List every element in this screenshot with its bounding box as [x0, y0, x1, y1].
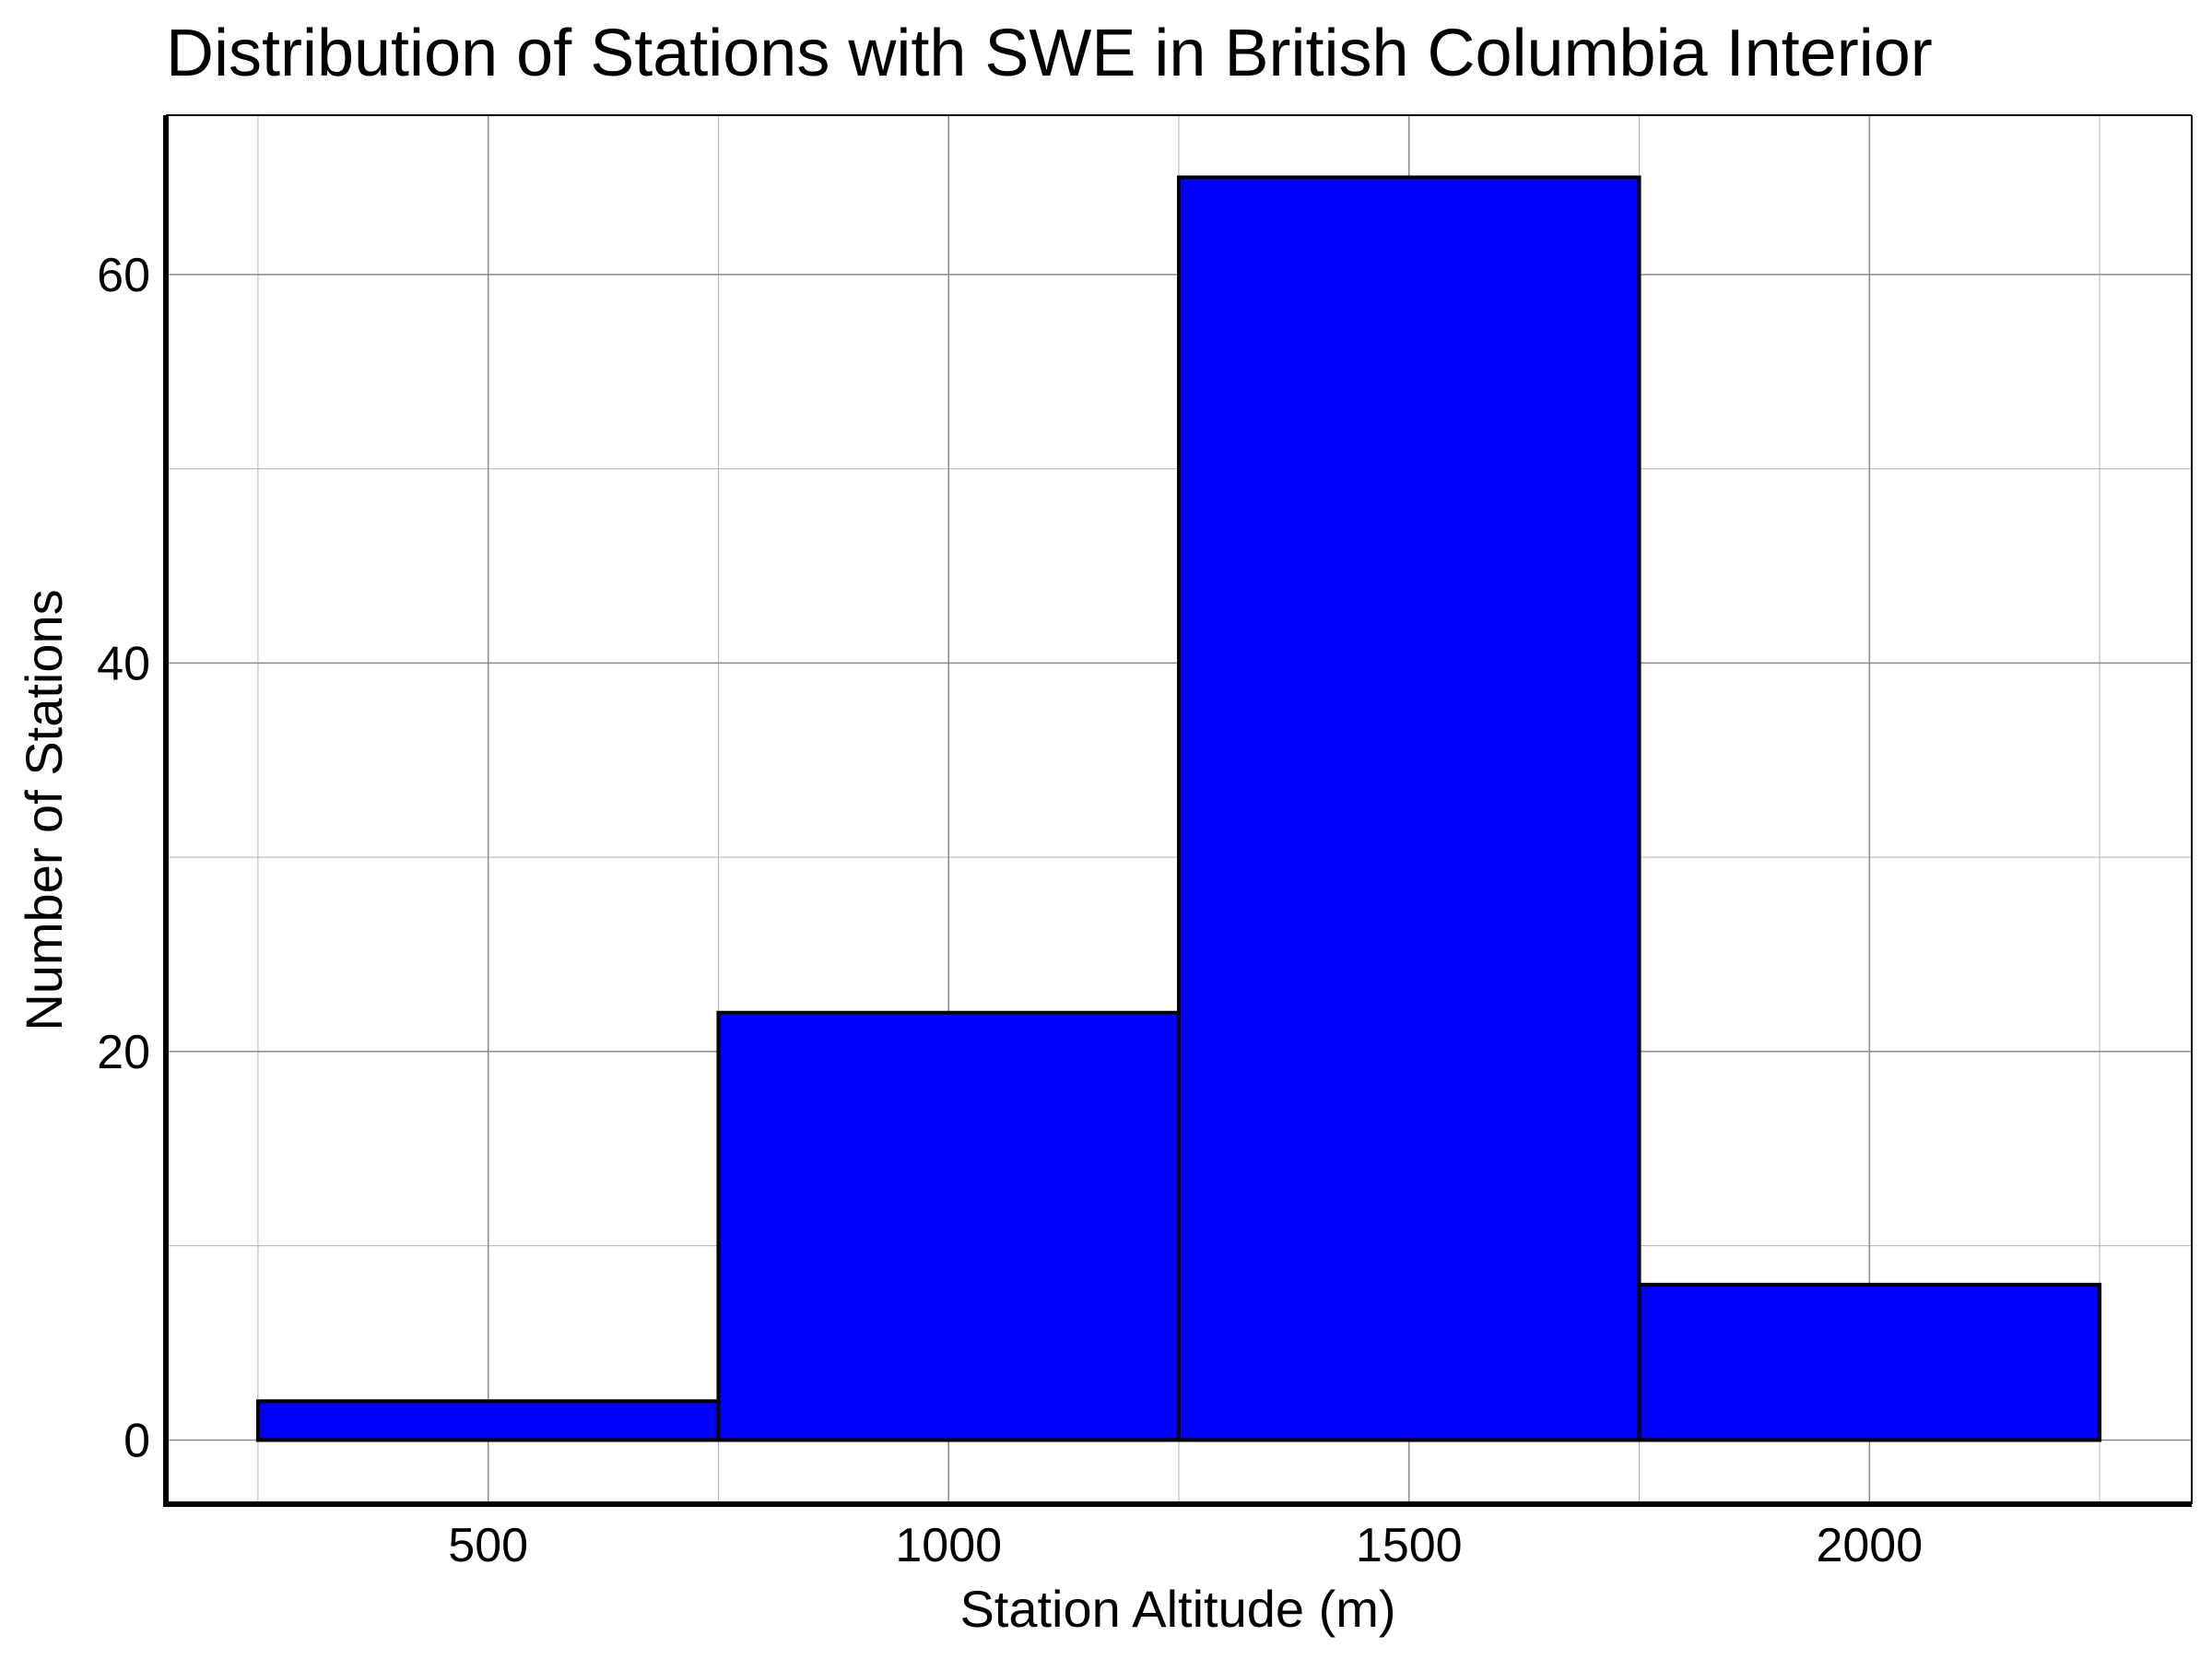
histogram-bar	[716, 1010, 1181, 1442]
x-axis-label: Station Altitude (m)	[959, 1580, 1395, 1638]
y-tick-label: 0	[124, 1414, 150, 1467]
y-tick-label: 20	[97, 1026, 150, 1079]
histogram-bar	[1637, 1282, 2102, 1442]
chart-title: Distribution of Stations with SWE in Bri…	[166, 17, 1933, 90]
axes	[163, 114, 2193, 1507]
y-tick-label: 40	[97, 637, 150, 690]
x-tick-label: 1500	[1356, 1519, 1463, 1572]
y-axis-label: Number of Stations	[15, 589, 73, 1030]
x-tick-label: 2000	[1816, 1519, 1923, 1572]
y-tick-label: 60	[97, 249, 150, 302]
x-tick-labels: 500 1000 1500 2000	[448, 1519, 1923, 1572]
histogram-bars	[255, 175, 2102, 1442]
histogram-bar	[255, 1399, 721, 1442]
x-tick-label: 500	[448, 1519, 528, 1572]
histogram-bar	[1177, 175, 1641, 1442]
y-tick-labels: 0 20 40 60	[97, 249, 150, 1468]
x-tick-label: 1000	[895, 1519, 1002, 1572]
